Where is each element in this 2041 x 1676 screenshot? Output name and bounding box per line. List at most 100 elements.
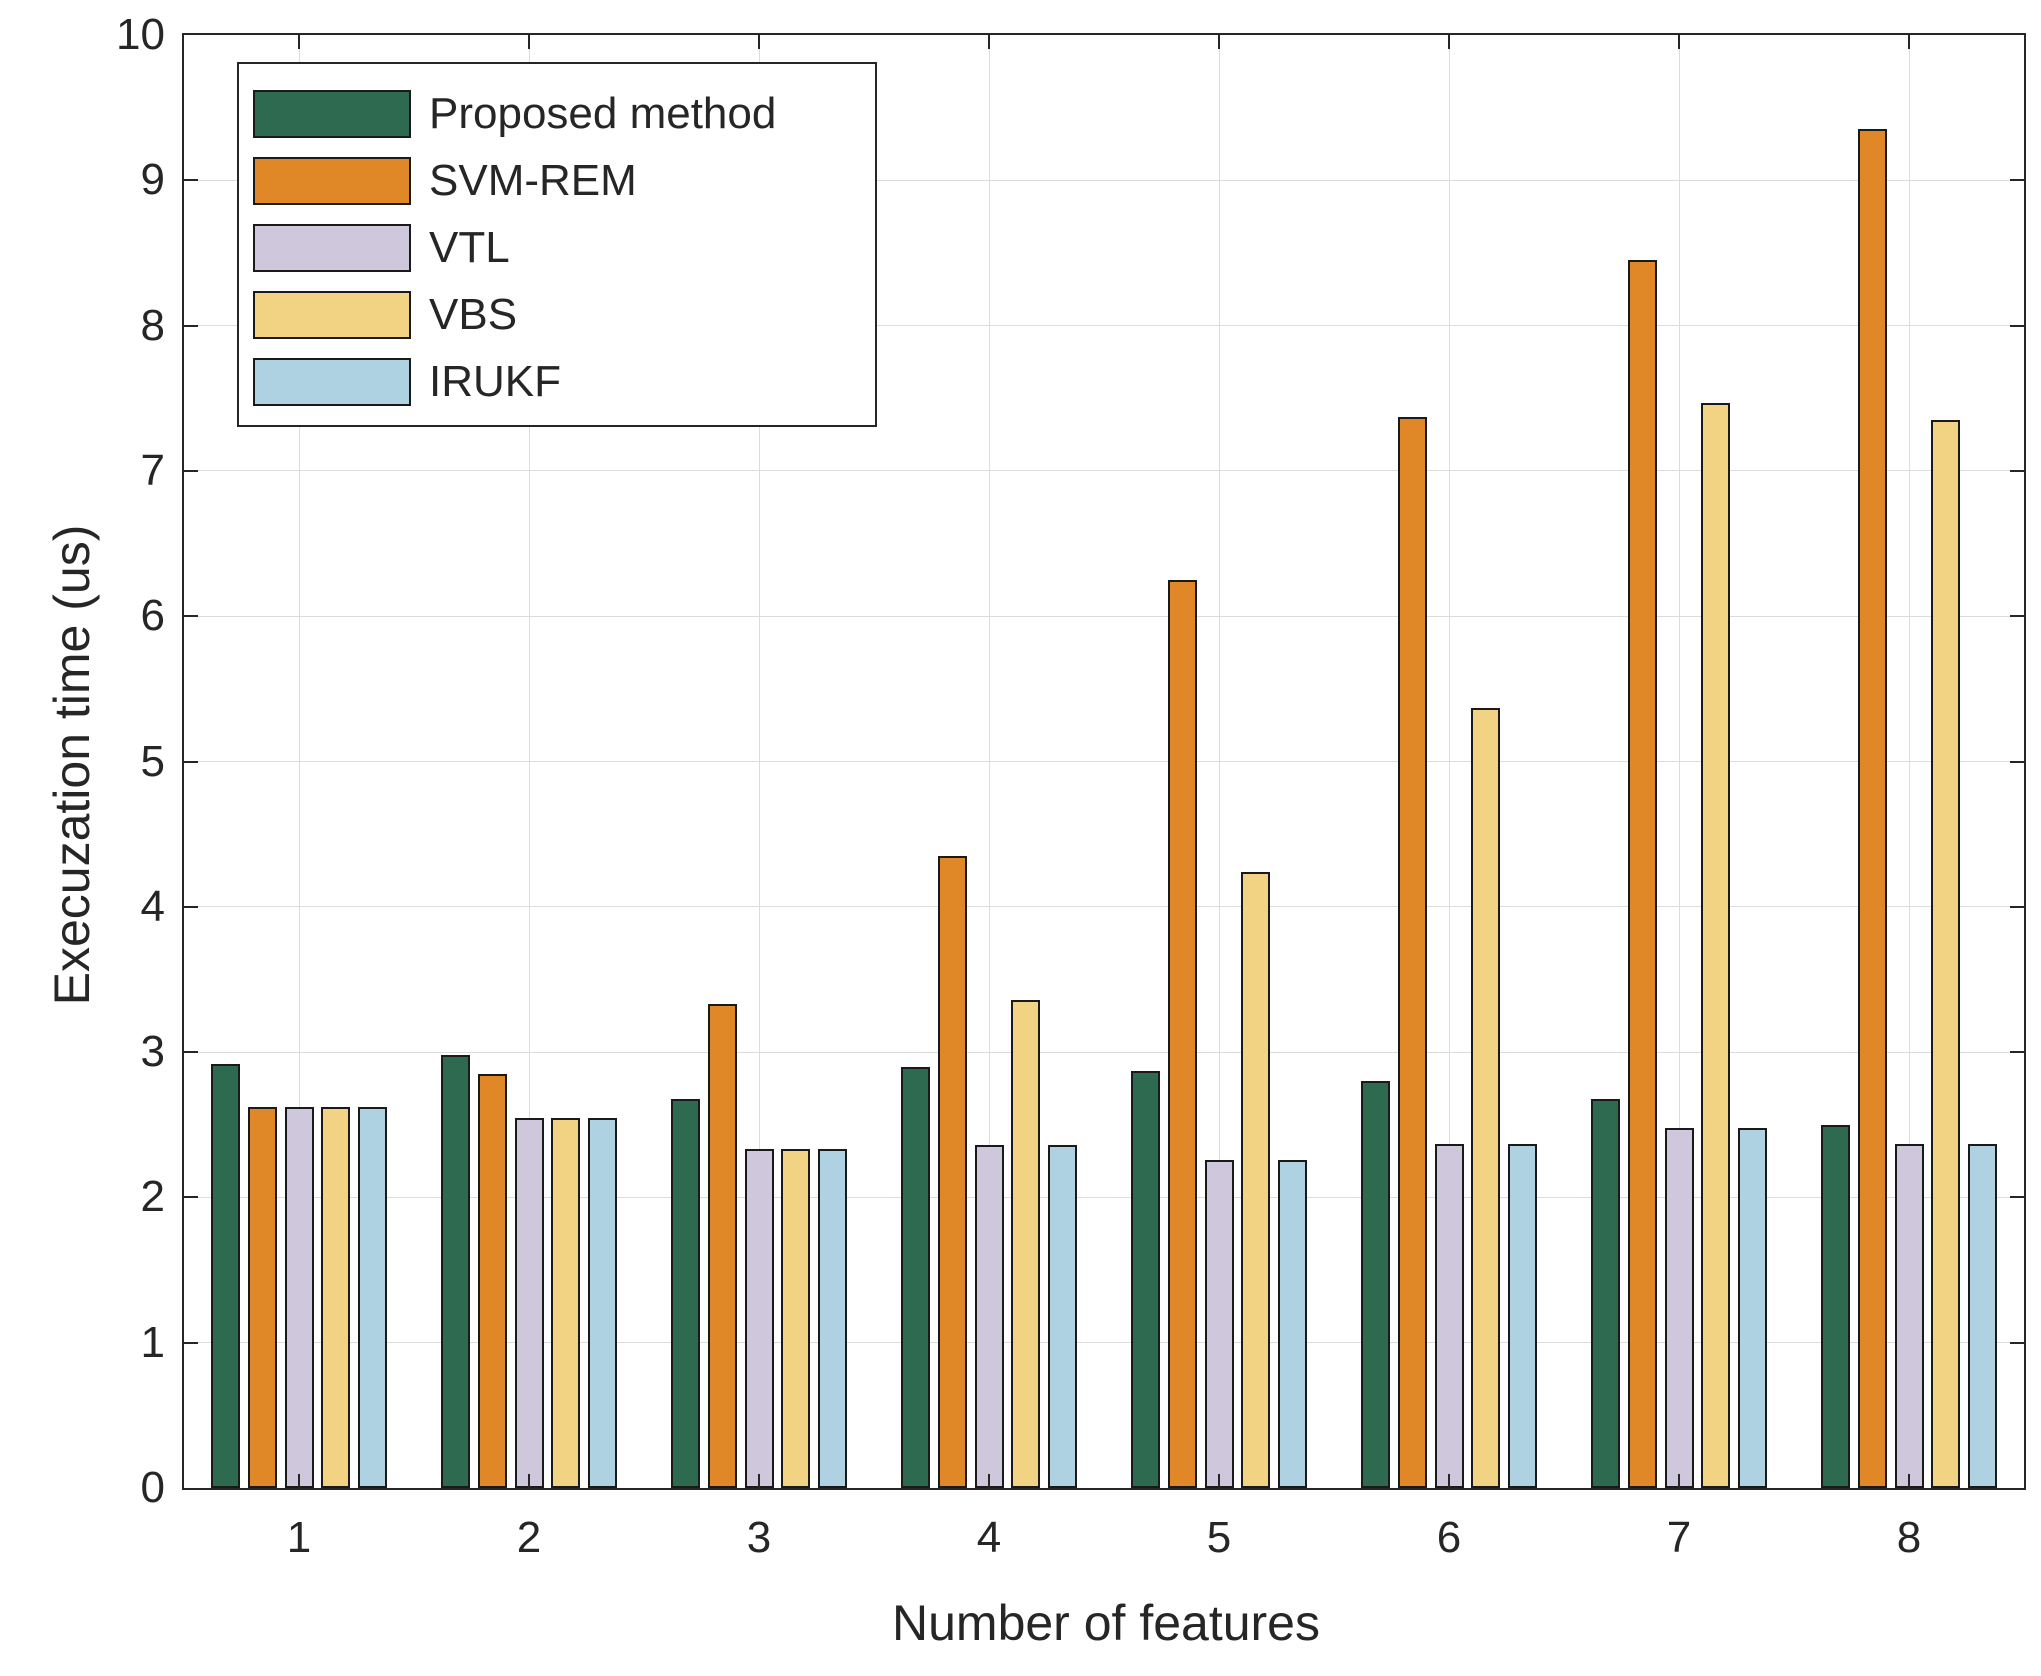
x-gridline [1908,35,1910,1488]
bar-proposed-method-x2 [440,1055,470,1488]
legend-label: IRUKF [429,356,561,406]
y-tick [2010,1196,2024,1199]
x-tick [298,1474,300,1488]
y-tick-label: 8 [140,300,165,350]
bar-vbs-x1 [321,1107,351,1488]
y-tick-label: 3 [140,1027,165,1077]
bar-proposed-method-x5 [1130,1071,1160,1488]
legend-swatch-icon [253,357,411,406]
x-tick-label: 2 [516,1513,542,1562]
y-tick-label: 10 [116,10,165,59]
y-tick [184,1341,198,1344]
y-gridline [184,325,2024,327]
legend-entry: VTL [253,214,875,281]
y-axis-title: Execuzation time (us) [44,524,100,1006]
y-tick [184,179,198,182]
bar-irukf-x1 [358,1107,388,1488]
x-tick [1908,35,1910,49]
bar-irukf-x3 [818,1149,848,1488]
legend: Proposed method SVM-REM VTL VBS IRUKF [237,62,877,427]
y-tick [184,1051,198,1054]
y-tick [184,905,198,908]
x-tick [1448,1474,1450,1488]
bar-irukf-x4 [1048,1145,1078,1488]
y-gridline [184,1196,2024,1198]
bar-svm-rem-x5 [1167,579,1197,1488]
x-tick [988,35,990,49]
x-tick [1448,35,1450,49]
bar-vtl-x4 [974,1145,1004,1488]
bar-vbs-x3 [781,1149,811,1488]
y-tick [184,469,198,472]
x-tick [528,35,530,49]
legend-swatch-icon [253,156,411,205]
legend-entry: VBS [253,281,875,348]
x-axis-title: Number of features [892,1595,1320,1651]
y-tick [2010,905,2024,908]
bar-vbs-x5 [1241,871,1271,1488]
bar-irukf-x5 [1278,1159,1308,1488]
y-tick [184,324,198,327]
x-tick-label: 4 [976,1513,1002,1562]
x-tick [1218,35,1220,49]
bar-svm-rem-x1 [247,1107,277,1488]
x-tick [758,35,760,49]
x-tick [1678,35,1680,49]
legend-label: VBS [429,289,518,339]
y-tick [2010,1341,2024,1344]
x-tick-label: 6 [1436,1513,1462,1562]
x-tick-label: 8 [1896,1513,1922,1562]
legend-swatch-icon [253,89,411,138]
x-gridline [758,35,760,1488]
y-tick-label: 2 [140,1172,165,1222]
legend-label: VTL [429,222,510,272]
y-tick [2010,760,2024,763]
x-tick [988,1474,990,1488]
y-tick [2010,615,2024,618]
y-tick [2010,1051,2024,1054]
x-tick [528,1474,530,1488]
bar-vbs-x4 [1011,999,1041,1488]
bar-vtl-x6 [1434,1143,1464,1488]
bar-irukf-x8 [1968,1143,1998,1488]
bar-vtl-x3 [744,1149,774,1488]
y-tick [184,615,198,618]
bar-irukf-x7 [1738,1127,1768,1488]
bar-proposed-method-x6 [1360,1081,1390,1488]
bar-proposed-method-x8 [1820,1124,1850,1488]
plot-area [182,33,2026,1490]
legend-entry: SVM-REM [253,147,875,214]
x-tick-label: 7 [1666,1513,1692,1562]
x-gridline [1218,35,1220,1488]
y-tick [2010,469,2024,472]
legend-label: Proposed method [429,88,777,138]
x-gridline [1678,35,1680,1488]
y-tick [2010,324,2024,327]
bar-vbs-x6 [1471,707,1501,1488]
bar-irukf-x2 [588,1117,618,1488]
y-tick-label: 1 [140,1317,165,1367]
bar-vbs-x7 [1701,402,1731,1488]
bar-vtl-x1 [284,1107,314,1488]
y-gridline [184,179,2024,181]
x-tick [1908,1474,1910,1488]
bar-svm-rem-x7 [1627,260,1657,1488]
x-tick [1678,1474,1680,1488]
y-tick [184,760,198,763]
x-gridline [1448,35,1450,1488]
bar-proposed-method-x7 [1590,1098,1620,1488]
legend-label: SVM-REM [429,155,637,205]
x-tick [1218,1474,1220,1488]
legend-swatch-icon [253,223,411,272]
y-gridline [184,1051,2024,1053]
y-tick [184,1196,198,1199]
bar-proposed-method-x1 [210,1063,240,1488]
legend-entry: Proposed method [253,80,875,147]
x-tick [298,35,300,49]
y-tick-label: 6 [140,591,165,641]
y-tick-label: 5 [140,736,165,786]
y-tick-label: 9 [140,155,165,205]
bar-vbs-x8 [1931,420,1961,1488]
x-gridline [988,35,990,1488]
